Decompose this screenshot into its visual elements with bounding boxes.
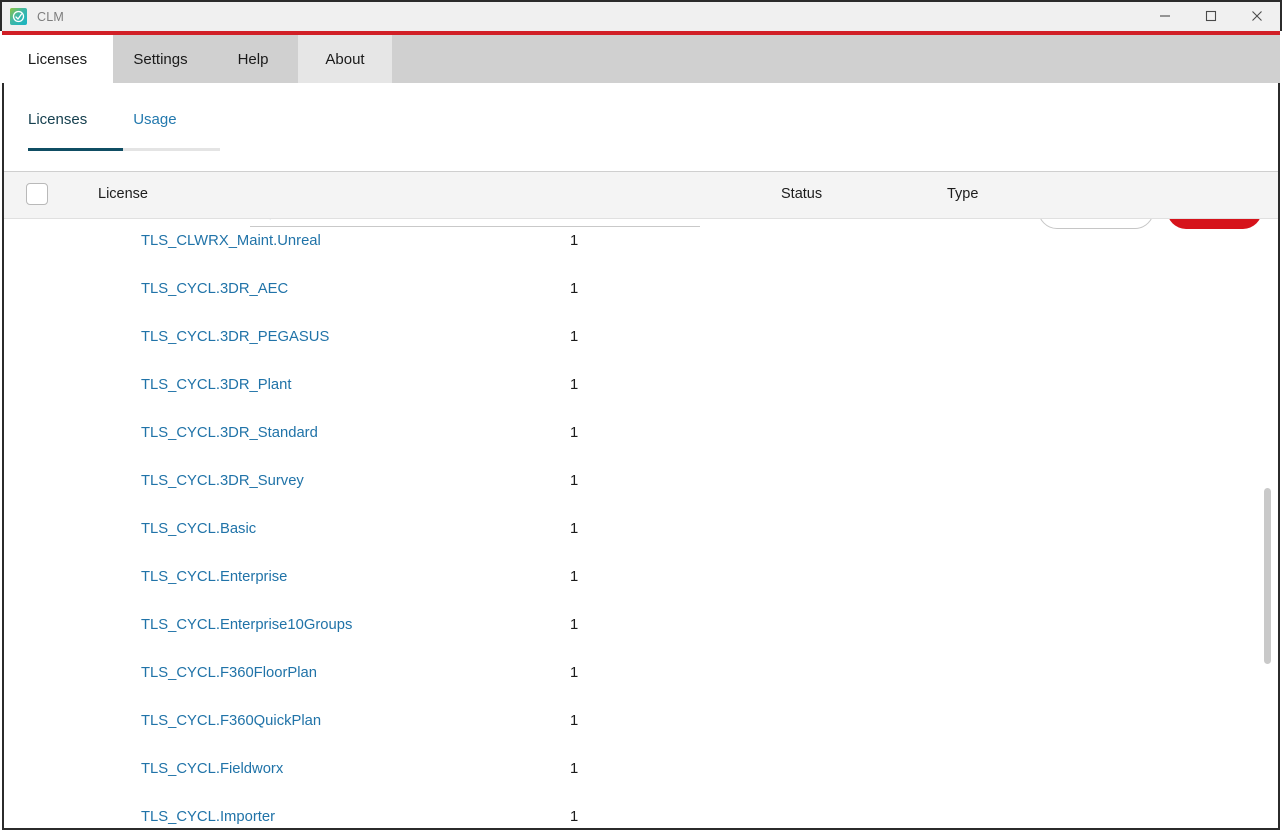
license-link[interactable]: TLS_CYCL.3DR_PEGASUS (141, 329, 330, 345)
content-area: Licenses Usage (2, 83, 1280, 830)
table-row[interactable]: TLS_CYCL.F360FloorPlan 1 (4, 651, 1278, 699)
license-count: 1 (570, 329, 579, 345)
license-table: License Status Type TLS_CLWRX_Maint.Unre… (4, 171, 1278, 826)
license-count: 1 (570, 617, 579, 633)
license-link[interactable]: TLS_CLWRX_Maint.Unreal (141, 233, 321, 249)
license-count: 1 (570, 761, 579, 777)
toolbar: Licenses Usage (4, 83, 1278, 229)
tab-licenses[interactable]: Licenses (2, 35, 113, 83)
table-header-row: License Status Type (4, 172, 1278, 219)
license-count: 1 (570, 233, 579, 249)
vertical-scrollbar[interactable] (1264, 219, 1276, 828)
license-count: 1 (570, 425, 579, 441)
table-row[interactable]: TLS_CYCL.3DR_Plant 1 (4, 363, 1278, 411)
tab-about[interactable]: About (298, 35, 392, 83)
table-row[interactable]: TLS_CYCL.3DR_PEGASUS 1 (4, 315, 1278, 363)
table-row[interactable]: TLS_CYCL.F360QuickPlan 1 (4, 699, 1278, 747)
sub-tab-bar: Licenses Usage (28, 111, 220, 151)
license-link[interactable]: TLS_CYCL.3DR_Standard (141, 425, 318, 441)
select-all-checkbox[interactable] (26, 183, 48, 205)
license-count: 1 (570, 713, 579, 729)
tab-licenses-label: Licenses (27, 50, 88, 68)
license-count: 1 (570, 377, 579, 393)
column-header-status[interactable]: Status (781, 186, 823, 202)
license-link[interactable]: TLS_CYCL.Importer (141, 809, 276, 825)
license-link[interactable]: TLS_CYCL.3DR_AEC (141, 281, 289, 297)
table-row[interactable]: TLS_CLWRX_Maint.Unreal 1 (4, 219, 1278, 267)
window-title: CLM (37, 9, 64, 24)
license-count: 1 (570, 809, 579, 825)
sub-tab-licenses-label: Licenses (28, 111, 88, 128)
minimize-icon[interactable] (1142, 1, 1188, 30)
accent-bar (2, 31, 1280, 35)
table-row[interactable]: TLS_CYCL.3DR_AEC 1 (4, 267, 1278, 315)
sub-tab-underline (28, 148, 220, 151)
sub-tab-licenses[interactable]: Licenses (28, 111, 87, 139)
sub-tab-usage-label: Usage (133, 111, 177, 128)
close-icon[interactable] (1234, 1, 1280, 30)
license-link[interactable]: TLS_CYCL.Fieldworx (141, 761, 284, 777)
license-count: 1 (570, 665, 579, 681)
license-count: 1 (570, 521, 579, 537)
tab-settings-label: Settings (133, 50, 188, 68)
scrollbar-thumb[interactable] (1264, 488, 1271, 664)
table-body: TLS_CLWRX_Maint.Unreal 1 TLS_CYCL.3DR_AEC 1… (4, 219, 1278, 826)
maximize-icon[interactable] (1188, 1, 1234, 30)
column-header-type[interactable]: Type (947, 186, 979, 202)
license-link[interactable]: TLS_CYCL.Enterprise (141, 569, 288, 585)
table-top-divider (4, 171, 1278, 172)
tab-help[interactable]: Help (208, 35, 298, 83)
table-row[interactable]: TLS_CYCL.Fieldworx 1 (4, 747, 1278, 795)
license-count: 1 (570, 281, 579, 297)
license-link[interactable]: TLS_CYCL.Basic (141, 521, 257, 537)
license-link[interactable]: TLS_CYCL.F360QuickPlan (141, 713, 322, 729)
license-link[interactable]: TLS_CYCL.3DR_Plant (141, 377, 292, 393)
license-link[interactable]: TLS_CYCL.F360FloorPlan (141, 665, 318, 681)
tab-settings[interactable]: Settings (113, 35, 208, 83)
sub-tab-usage[interactable]: Usage (133, 111, 176, 139)
search-underline (250, 226, 700, 227)
table-row[interactable]: TLS_CYCL.Enterprise 1 (4, 555, 1278, 603)
tab-about-label: About (325, 50, 365, 68)
title-bar: CLM (0, 0, 1282, 31)
shield-check-icon (10, 8, 27, 25)
sub-tab-active-indicator (28, 148, 123, 151)
column-header-license[interactable]: License (98, 186, 148, 202)
table-row[interactable]: TLS_CYCL.Basic 1 (4, 507, 1278, 555)
table-row[interactable]: TLS_CYCL.Enterprise10Groups 1 (4, 603, 1278, 651)
license-count: 1 (570, 569, 579, 585)
tab-help-label: Help (237, 50, 269, 68)
license-link[interactable]: TLS_CYCL.3DR_Survey (141, 473, 304, 489)
table-row[interactable]: TLS_CYCL.3DR_Standard 1 (4, 411, 1278, 459)
window-controls (1142, 1, 1280, 32)
table-row[interactable]: TLS_CYCL.3DR_Survey 1 (4, 459, 1278, 507)
license-link[interactable]: TLS_CYCL.Enterprise10Groups (141, 617, 353, 633)
license-count: 1 (570, 473, 579, 489)
table-row[interactable]: TLS_CYCL.Importer 1 (4, 795, 1278, 826)
main-tab-bar: Licenses Settings Help About (2, 35, 1280, 83)
